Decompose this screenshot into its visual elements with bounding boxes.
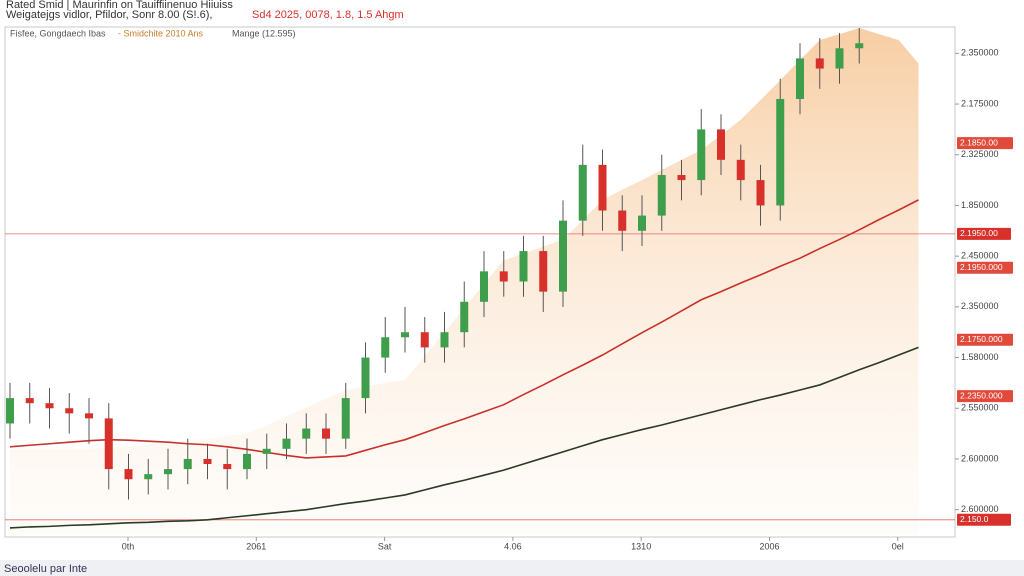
candle-body: [736, 159, 745, 181]
candle-body: [243, 453, 251, 470]
candle-body: [65, 408, 74, 414]
x-tick-label: Sat: [378, 541, 392, 551]
candle-body: [85, 413, 93, 419]
footer: Seoolelu par Inte: [4, 563, 87, 575]
y-tick-label: 2.325000: [961, 149, 999, 159]
candle-body: [657, 175, 666, 216]
y-tick-label: 1.850000: [961, 200, 999, 210]
candle-body: [855, 43, 864, 49]
candle-body: [45, 403, 54, 409]
y-tick-label: 2.600000: [961, 453, 999, 463]
y-tick-label: 2.175000: [961, 98, 999, 108]
candle-body: [282, 438, 291, 449]
candle-body: [697, 129, 706, 181]
x-tick-label: 2006: [759, 541, 779, 551]
price-tag: 2.150.0: [960, 514, 989, 524]
candle-body: [203, 458, 212, 465]
candle-body: [223, 464, 232, 470]
y-tick-label: 1.580000: [961, 352, 999, 362]
price-tag-box: [957, 261, 1013, 274]
ma-fast-line: [9, 199, 919, 459]
y-tick-label: 2.350000: [961, 301, 999, 311]
x-tick-label: 2061: [246, 541, 266, 551]
candle-body: [302, 428, 311, 439]
x-tick-label: 4.06: [504, 541, 522, 551]
candle-body: [361, 357, 370, 399]
candle-body: [598, 164, 607, 211]
candle-body: [796, 58, 804, 99]
candle-body: [341, 398, 350, 439]
candle-body: [756, 180, 765, 206]
price-tag-box: [957, 227, 1011, 240]
y-tick-label: 2.550000: [961, 403, 999, 413]
candle-body: [480, 271, 488, 302]
price-tag: 2.2350.000: [960, 390, 1003, 400]
ma-slow-line: [9, 346, 919, 529]
y-tick-label: 2.450000: [961, 251, 999, 261]
candle-body: [717, 129, 725, 160]
price-tag-box: [957, 333, 1013, 346]
candle-body: [144, 474, 153, 480]
legend-tail: Mange (12.595): [232, 28, 296, 38]
candle-body: [420, 332, 429, 348]
candle-body: [460, 301, 469, 333]
candle-body: [677, 175, 686, 181]
chart-title: Rated Smid | Maurinfin on Tauiffiinenuo …: [6, 0, 233, 11]
x-tick-label: 0th: [122, 541, 135, 551]
candle-body: [638, 215, 646, 231]
footer-bar: [0, 560, 1024, 576]
candle-body: [815, 58, 824, 69]
candle-body: [618, 210, 627, 231]
legend-highlight: - Smidchite 2010 Ans: [118, 28, 204, 38]
candle-body: [381, 337, 390, 358]
candle-body: [183, 458, 192, 470]
price-tag: 2.1850.00: [960, 137, 998, 147]
candle-body: [835, 48, 844, 69]
band-area: [10, 28, 919, 535]
candle-body: [104, 418, 113, 470]
candle-body: [6, 398, 14, 424]
chart-subtitle-highlight: Sd4 2025, 0078, 1.8, 1.5 Ahgm: [252, 9, 404, 21]
price-tag-box: [957, 390, 1013, 403]
y-tick-label: 2.600000: [961, 504, 999, 514]
candle-body: [164, 469, 172, 475]
chart-subtitle: Weigatejgs vidlor, Pfildor, Sonr 8.00 (S…: [6, 9, 212, 21]
candle-body: [262, 448, 271, 454]
price-tag: 2.1950.000: [960, 262, 1003, 272]
x-tick-label: 0el: [892, 541, 904, 551]
candle-body: [776, 98, 785, 206]
candle-body: [499, 271, 508, 282]
y-tick-label: 2.350000: [961, 48, 999, 58]
candle-body: [578, 164, 587, 221]
plot-frame: [4, 26, 956, 538]
candle-body: [559, 220, 567, 292]
price-tag-box: [957, 137, 1013, 150]
price-tag: 2.1950.00: [960, 228, 998, 238]
price-tag-box: [957, 513, 1011, 526]
candle-body: [539, 251, 548, 292]
candle-body: [401, 332, 409, 338]
legend-text: Fisfee, Gongdaech Ibas: [10, 28, 106, 38]
candle-body: [322, 428, 330, 439]
price-tag: 2.1750.000: [960, 334, 1003, 344]
candle-body: [519, 251, 528, 282]
candle-body: [25, 398, 34, 404]
candle-body: [124, 469, 133, 480]
x-tick-label: 1310: [631, 541, 651, 551]
candle-body: [440, 332, 449, 348]
